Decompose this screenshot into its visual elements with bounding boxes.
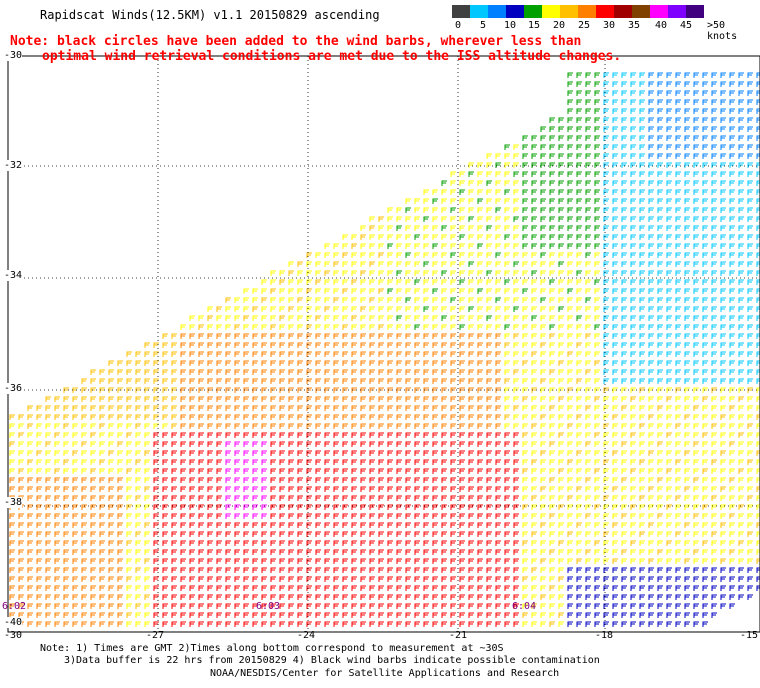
footer-note-2: 3)Data buffer is 22 hrs from 20150829 4)… <box>64 655 600 666</box>
lat-label-34: -34 <box>4 270 23 281</box>
colorbar-label: 45 <box>680 20 693 31</box>
lon-label-24: -24 <box>297 630 316 641</box>
time-label-604: 6:04 <box>512 601 537 612</box>
colorbar-unit: >50 knots <box>707 20 738 42</box>
lon-label-15: -15 <box>740 630 759 641</box>
colorbar-swatch <box>560 5 578 18</box>
colorbar-swatch <box>614 5 632 18</box>
lon-label-27: -27 <box>146 630 165 641</box>
colorbar-swatch <box>668 5 686 18</box>
lon-label-18: -18 <box>595 630 614 641</box>
colorbar-swatch <box>488 5 506 18</box>
lon-label-30: -30 <box>4 630 23 641</box>
colorbar-swatch <box>524 5 542 18</box>
colorbar-label: 0 <box>455 20 462 31</box>
footer-credit: NOAA/NESDIS/Center for Satellite Applica… <box>210 668 560 679</box>
colorbar-label: 15 <box>528 20 541 31</box>
colorbar-label: 35 <box>628 20 641 31</box>
time-label-602: 6:02 <box>2 601 27 612</box>
wind-speed-colorbar <box>452 5 704 18</box>
colorbar-swatch <box>650 5 668 18</box>
lat-label-38: -38 <box>4 497 23 508</box>
lat-label-36: -36 <box>4 383 23 394</box>
footer-note-1: Note: 1) Times are GMT 2)Times along bot… <box>40 643 504 654</box>
colorbar-swatch <box>686 5 704 18</box>
colorbar-swatch <box>470 5 488 18</box>
colorbar-label: 10 <box>504 20 517 31</box>
lat-label-30: -30 <box>4 50 23 61</box>
note-line-1: Note: black circles have been added to t… <box>10 34 582 49</box>
map-frame <box>7 55 760 633</box>
time-label-603: 6:03 <box>256 601 281 612</box>
note-line-2: optimal wind retrieval conditions are me… <box>42 49 622 64</box>
colorbar-label: 40 <box>655 20 668 31</box>
colorbar-swatch <box>506 5 524 18</box>
colorbar-swatch <box>578 5 596 18</box>
map-title: Rapidscat Winds(12.5KM) v1.1 20150829 as… <box>40 8 380 22</box>
colorbar-swatch <box>596 5 614 18</box>
lat-label-32: -32 <box>4 160 23 171</box>
lat-label-40: -40 <box>4 617 23 628</box>
colorbar-swatch <box>452 5 470 18</box>
colorbar-label: 5 <box>480 20 487 31</box>
colorbar-label: 20 <box>553 20 566 31</box>
colorbar-label: 30 <box>603 20 616 31</box>
colorbar-swatch <box>542 5 560 18</box>
lat-lon-grid <box>8 56 760 632</box>
lon-label-21: -21 <box>449 630 468 641</box>
colorbar-swatch <box>632 5 650 18</box>
colorbar-label: 25 <box>578 20 591 31</box>
wind-barbs-layer <box>9 72 760 627</box>
